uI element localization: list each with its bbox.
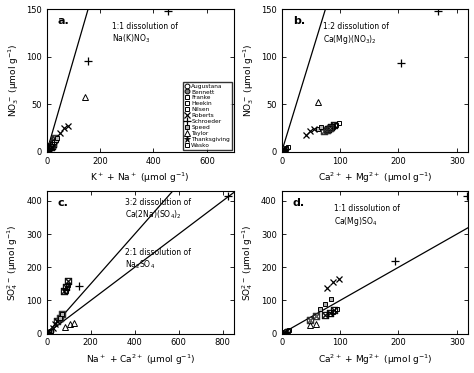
Text: d.: d. bbox=[293, 198, 305, 208]
Text: 2:1 dissolution of
Na$_2$SO$_4$: 2:1 dissolution of Na$_2$SO$_4$ bbox=[125, 248, 191, 272]
Y-axis label: NO$_3^-$ (μmol g$^{-1}$): NO$_3^-$ (μmol g$^{-1}$) bbox=[6, 44, 20, 117]
Text: 3:2 dissolution of
Ca(2Na)(SO$_4$)$_2$: 3:2 dissolution of Ca(2Na)(SO$_4$)$_2$ bbox=[125, 198, 191, 222]
Text: 1:1 dissolution of
Na(K)NO$_3$: 1:1 dissolution of Na(K)NO$_3$ bbox=[112, 22, 178, 45]
Y-axis label: SO$_4^{2-}$ (μmol g$^{-1}$): SO$_4^{2-}$ (μmol g$^{-1}$) bbox=[6, 224, 20, 301]
Text: 1:1 dissolution of
Ca(Mg)SO$_4$: 1:1 dissolution of Ca(Mg)SO$_4$ bbox=[334, 204, 400, 228]
X-axis label: Ca$^{2+}$ + Mg$^{2+}$ (μmol g$^{-1}$): Ca$^{2+}$ + Mg$^{2+}$ (μmol g$^{-1}$) bbox=[318, 353, 432, 367]
X-axis label: Na$^+$ + Ca$^{2+}$ (μmol g$^{-1}$): Na$^+$ + Ca$^{2+}$ (μmol g$^{-1}$) bbox=[85, 353, 195, 367]
Text: a.: a. bbox=[58, 16, 70, 26]
Legend: Augustana, Bennett, Franke, Heekin, Nilsen, Roberts, Schroeder, Speed, Taylor, T: Augustana, Bennett, Franke, Heekin, Nils… bbox=[183, 82, 232, 150]
Y-axis label: SO$_4^{2-}$ (μmol g$^{-1}$): SO$_4^{2-}$ (μmol g$^{-1}$) bbox=[240, 224, 255, 301]
X-axis label: Ca$^{2+}$ + Mg$^{2+}$ (μmol g$^{-1}$): Ca$^{2+}$ + Mg$^{2+}$ (μmol g$^{-1}$) bbox=[318, 171, 432, 185]
Y-axis label: NO$_3^-$ (μmol g$^{-1}$): NO$_3^-$ (μmol g$^{-1}$) bbox=[241, 44, 255, 117]
Text: 1:2 dissolution of
Ca(Mg)(NO$_3$)$_2$: 1:2 dissolution of Ca(Mg)(NO$_3$)$_2$ bbox=[323, 22, 389, 46]
Text: b.: b. bbox=[293, 16, 305, 26]
X-axis label: K$^+$ + Na$^+$ (μmol g$^{-1}$): K$^+$ + Na$^+$ (μmol g$^{-1}$) bbox=[91, 171, 190, 185]
Text: c.: c. bbox=[58, 198, 69, 208]
